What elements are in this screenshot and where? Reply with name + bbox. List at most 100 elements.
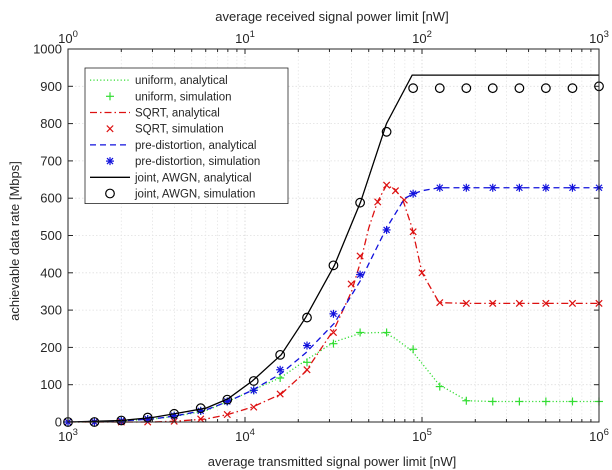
data-point [434,83,445,94]
legend-label: pre-distortion, analytical [135,140,256,152]
top-x-tick-label: 101 [235,29,255,46]
series-line [68,184,599,423]
legend-marker-swatch [106,157,114,166]
data-point [541,183,550,192]
data-point [435,382,444,391]
legend-entry: uniform, simulation [106,91,232,103]
data-point [329,328,338,337]
data-point [195,403,206,414]
data-point [347,280,355,288]
data-point [462,299,470,308]
data-point [568,183,577,192]
legend-entry: SQRT, analytical [90,108,220,120]
y-tick-label: 600 [40,191,62,206]
data-point [391,187,400,195]
data-point [409,228,417,236]
legend-box [84,67,289,205]
y-tick-label: 800 [40,116,62,131]
y-axis-label: achievable data rate [Mbps] [7,161,22,321]
series-line [67,74,599,423]
legend-label: joint, AWGN, analytical [134,172,252,184]
data-point [382,181,391,189]
series-6 [67,74,599,423]
y-tick-label: 700 [40,153,62,168]
data-point [461,83,472,94]
legend-entry: uniform, analytical [90,75,228,87]
y-tick-label: 900 [40,79,62,94]
data-point [487,83,498,94]
data-point [356,252,364,260]
legend-marker-swatch [105,188,115,199]
legend-label: joint, AWGN, simulation [134,189,255,201]
data-point [409,345,418,354]
y-tick-label: 1000 [33,42,62,57]
legend-label: SQRT, simulation [135,124,224,136]
legend: uniform, analytical uniform, simulation SQ… [84,67,289,205]
series-2 [68,184,599,423]
data-point [223,410,231,419]
data-point [302,312,312,323]
y-tick-label: 200 [40,340,62,355]
legend-entry: pre-distortion, analytical [90,140,256,152]
data-point [515,183,524,192]
data-point [435,183,444,192]
data-point [275,349,286,360]
data-point [462,396,471,405]
data-point [408,83,419,94]
data-point [116,415,127,426]
data-point [302,358,311,367]
data-point [382,328,391,337]
legend-entry: pre-distortion, simulation [106,156,260,168]
data-point [542,299,550,308]
data-point [328,260,339,271]
data-point [329,339,338,348]
data-point [381,126,392,137]
top-x-tick-label: 100 [58,29,78,46]
top-x-tick-label: 103 [589,29,609,46]
data-point [489,299,497,308]
data-point [248,376,259,386]
data-point [197,415,205,423]
data-point [540,83,551,94]
data-point [356,328,365,337]
legend-label: uniform, simulation [135,91,232,103]
data-point [568,397,577,406]
data-point [567,83,578,94]
data-point [276,390,284,398]
ticks: 0 100 200 300 400 500 600 700 800 900 1000 103 104 10… [33,29,609,444]
legend-entry: joint, AWGN, analytical [90,172,252,184]
data-point [462,183,471,192]
data-point [302,341,311,350]
top-x-axis-label: average received signal power limit [nW] [215,9,448,24]
legend-marker-swatch [106,92,114,101]
y-tick-label: 100 [40,377,62,392]
y-tick-label: 500 [40,228,62,243]
data-point [250,403,258,411]
data-point [488,397,497,406]
data-point [418,269,426,277]
legend-entry: joint, AWGN, simulation [105,188,255,201]
legend-entry: SQRT, simulation [106,124,224,136]
x-tick-label: 106 [589,427,609,444]
data-point [568,299,577,308]
data-point [303,366,311,374]
data-point [276,373,285,382]
data-point [514,83,525,94]
data-point [356,270,365,279]
top-x-tick-label: 102 [412,29,432,46]
data-point [409,189,418,198]
data-point [436,299,444,307]
data-point [488,183,497,192]
legend-label: uniform, analytical [135,75,228,87]
legend-label: pre-distortion, simulation [135,156,260,168]
data-point [515,397,524,406]
data-point [541,397,550,406]
legend-label: SQRT, analytical [135,108,220,120]
data-point [329,309,338,318]
data-point [169,408,180,419]
data-point [276,365,285,374]
legend-marker-swatch [106,125,114,133]
data-point [355,197,366,208]
data-point [374,198,382,206]
